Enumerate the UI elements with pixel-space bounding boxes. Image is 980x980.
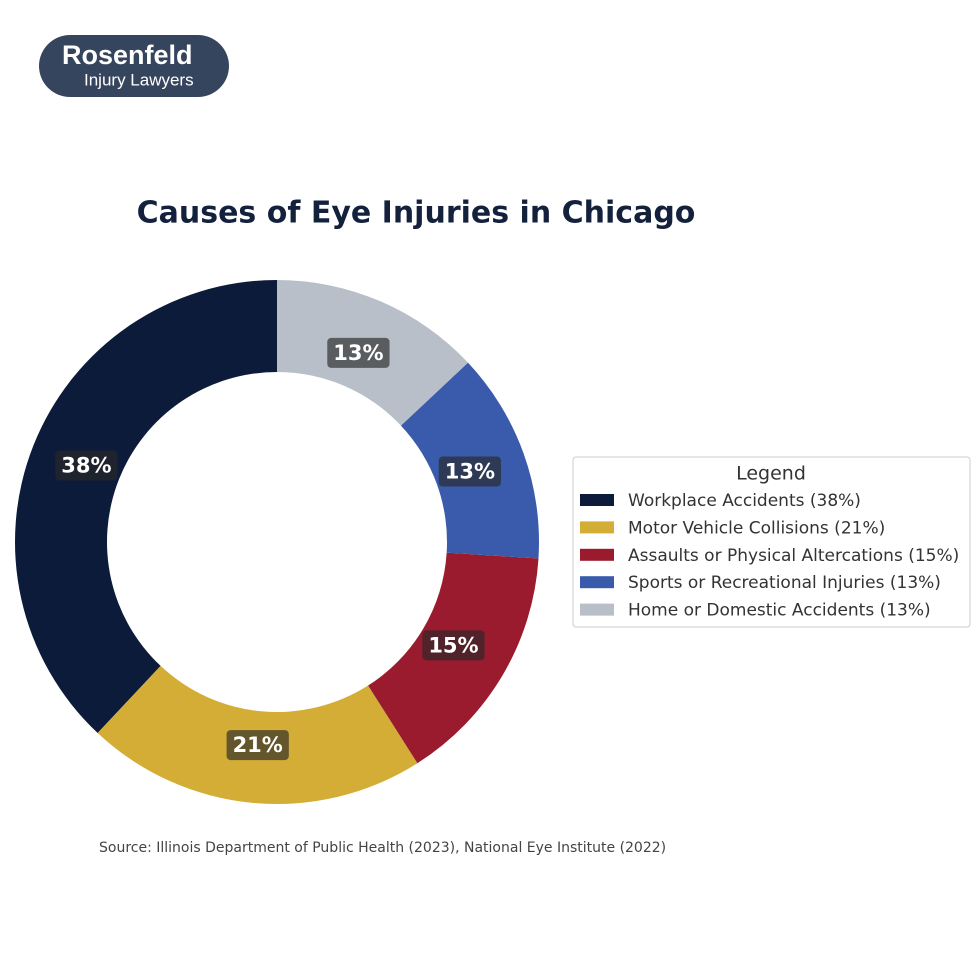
legend-label: Sports or Recreational Injuries (13%) <box>628 573 941 593</box>
legend-label: Home or Domestic Accidents (13%) <box>628 601 931 621</box>
value-label-box <box>226 730 289 761</box>
value-label-box <box>55 450 118 481</box>
value-label-box <box>327 337 390 368</box>
value-label: 21% <box>233 733 283 757</box>
value-label: 38% <box>61 454 111 478</box>
legend-swatch <box>580 576 614 589</box>
value-label: 13% <box>445 460 495 484</box>
pie-slice <box>14 280 277 733</box>
chart-title: Causes of Eye Injuries in Chicago <box>137 196 696 231</box>
value-label-box <box>422 630 485 661</box>
legend-swatch <box>580 603 614 616</box>
logo-name: Rosenfeld <box>62 40 193 70</box>
legend-label: Workplace Accidents (38%) <box>628 491 861 511</box>
value-label-box <box>438 456 502 487</box>
legend-label: Assaults or Physical Altercations (15%) <box>628 546 959 566</box>
legend-box <box>572 456 971 628</box>
logo-tagline: Injury Lawyers <box>84 70 194 89</box>
legend-swatch <box>580 548 614 561</box>
source-note: Source: Illinois Department of Public He… <box>99 840 666 856</box>
value-label: 13% <box>333 341 383 365</box>
logo-badge <box>39 35 229 97</box>
legend-swatch <box>580 521 614 534</box>
legend-swatch <box>580 494 614 506</box>
legend-label: Motor Vehicle Collisions (21%) <box>628 518 885 538</box>
value-label: 15% <box>428 633 478 657</box>
legend-title: Legend <box>736 463 806 485</box>
